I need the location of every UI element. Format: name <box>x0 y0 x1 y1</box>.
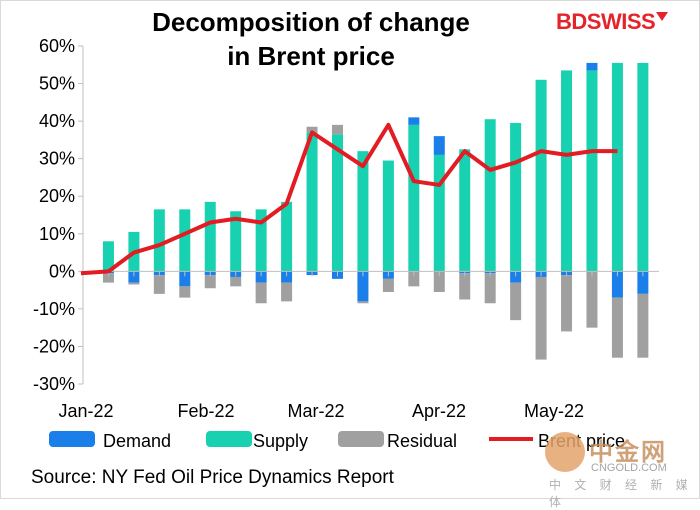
y-tick-label: -20% <box>33 336 75 356</box>
residual-bar <box>536 277 547 360</box>
y-tick-label: 0% <box>49 261 75 281</box>
y-tick-label: 20% <box>39 186 75 206</box>
residual-bar <box>510 283 521 321</box>
supply-bar <box>612 63 623 271</box>
supply-bar <box>536 80 547 272</box>
residual-bar <box>128 283 139 285</box>
supply-bar <box>586 70 597 271</box>
residual-bar <box>154 275 165 294</box>
residual-bar <box>485 273 496 303</box>
supply-bar <box>408 125 419 271</box>
legend-swatch-supply <box>206 431 252 447</box>
supply-bar <box>510 123 521 271</box>
supply-bar <box>485 119 496 271</box>
watermark: 中金网 CNGOLD.COM 中 文 财 经 新 媒 体 <box>541 426 700 496</box>
demand-bar <box>408 117 419 125</box>
x-tick-label: Mar-22 <box>287 401 344 421</box>
residual-bar <box>230 277 241 286</box>
chart-figure: Decomposition of change in Brent price B… <box>0 0 700 499</box>
supply-bar <box>434 155 445 271</box>
residual-bar <box>281 283 292 302</box>
supply-bar <box>179 209 190 271</box>
residual-bar <box>561 275 572 331</box>
supply-bar <box>154 209 165 271</box>
residual-bar <box>612 298 623 358</box>
legend-label: Supply <box>253 431 308 451</box>
supply-bar <box>332 134 343 271</box>
y-tick-label: -10% <box>33 299 75 319</box>
residual-bar <box>179 286 190 297</box>
residual-bar <box>205 275 216 288</box>
y-tick-label: 50% <box>39 74 75 94</box>
supply-bar <box>561 70 572 271</box>
legend-label: Demand <box>103 431 171 451</box>
source-note: Source: NY Fed Oil Price Dynamics Report <box>31 467 394 489</box>
residual-bar <box>332 125 343 134</box>
supply-bar <box>307 132 318 271</box>
y-tick-label: 10% <box>39 224 75 244</box>
residual-bar <box>357 301 368 303</box>
y-tick-label: 30% <box>39 149 75 169</box>
watermark-logo-icon <box>545 432 585 472</box>
demand-bar <box>586 63 597 71</box>
demand-bar <box>434 136 445 155</box>
supply-bar <box>637 63 648 271</box>
y-tick-label: 40% <box>39 111 75 131</box>
y-tick-label: 60% <box>39 36 75 56</box>
supply-bar <box>281 202 292 271</box>
legend-label: Residual <box>387 431 457 451</box>
residual-bar <box>459 273 470 299</box>
supply-bar <box>205 202 216 271</box>
y-tick-label: -30% <box>33 374 75 394</box>
x-tick-label: Jan-22 <box>58 401 113 421</box>
residual-bar <box>586 271 597 327</box>
legend-swatch-residual <box>338 431 384 447</box>
legend-swatch-demand <box>49 431 95 447</box>
x-tick-label: May-22 <box>524 401 584 421</box>
watermark-url: CNGOLD.COM <box>591 462 667 474</box>
watermark-subtitle: 中 文 财 经 新 媒 体 <box>549 476 700 510</box>
residual-bar <box>256 283 267 304</box>
supply-bar <box>383 161 394 272</box>
supply-bar <box>357 151 368 271</box>
x-tick-label: Apr-22 <box>412 401 466 421</box>
x-tick-label: Feb-22 <box>177 401 234 421</box>
supply-bar <box>459 149 470 271</box>
residual-bar <box>637 294 648 358</box>
residual-bar <box>383 279 394 292</box>
